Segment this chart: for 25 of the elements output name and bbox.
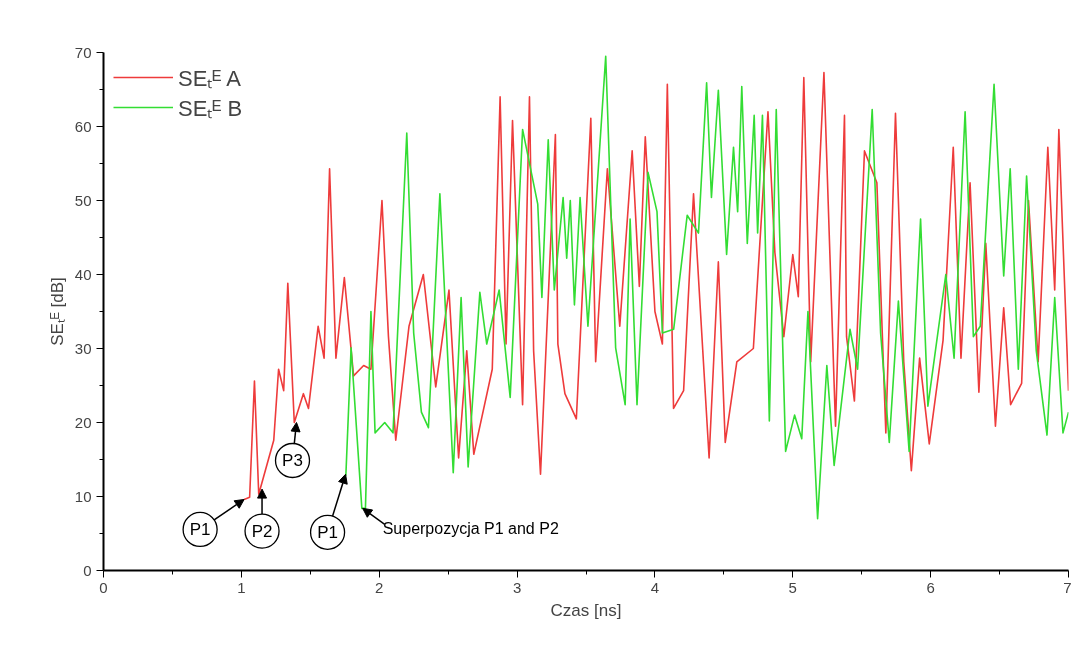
x-axis-title: Czas [ns]: [550, 600, 622, 620]
legend-label: SEₜᴱ A: [178, 65, 241, 92]
annotation: Superpozycja P1 and P2: [382, 519, 559, 537]
legend-label: SEₜᴱ B: [178, 95, 243, 122]
x-tick-label: 5: [788, 578, 797, 596]
y-tick-label: 40: [74, 265, 92, 283]
y-tick-label: 20: [74, 413, 92, 431]
y-tick-label: 70: [74, 43, 92, 61]
annotation: P3: [282, 451, 303, 470]
annotation: P1: [317, 522, 338, 542]
x-tick-label: 7: [1063, 578, 1071, 596]
y-tick-label: 30: [74, 339, 92, 357]
y-tick-label: 10: [74, 487, 92, 505]
x-tick-label: 1: [237, 578, 246, 596]
x-tick-label: 4: [650, 578, 660, 596]
x-tick-label: 3: [512, 578, 522, 596]
annotation: P2: [251, 521, 273, 541]
x-tick-label: 6: [926, 578, 935, 596]
y-tick-label: 60: [74, 117, 92, 135]
annotation: P1: [189, 519, 211, 539]
x-tick-label: 0: [99, 578, 108, 596]
x-tick-label: 2: [375, 578, 384, 596]
y-axis-title: SEₜᴱ [dB]: [47, 277, 67, 346]
y-tick-label: 50: [74, 191, 92, 209]
y-tick-label: 0: [83, 561, 92, 579]
